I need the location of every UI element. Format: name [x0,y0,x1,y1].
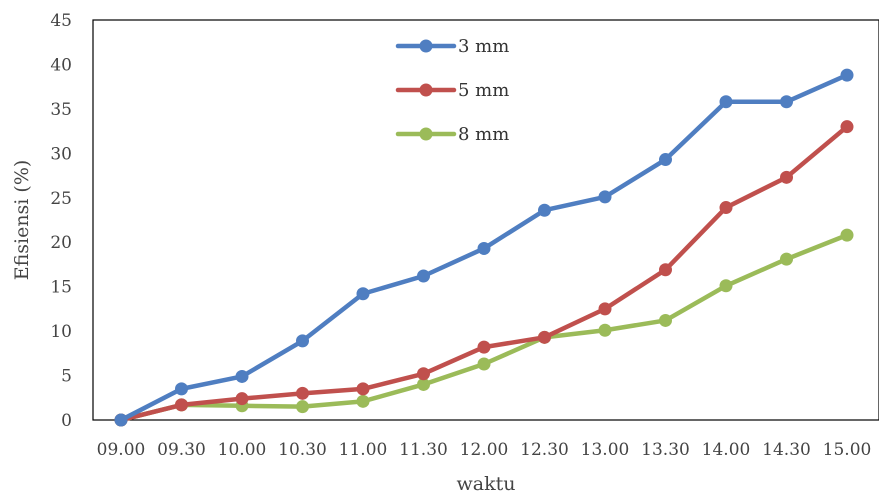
y-tick-label: 30 [50,144,72,164]
data-point [356,394,370,408]
data-point [840,228,854,242]
y-tick-label: 5 [61,367,72,387]
x-tick-label: 10.00 [218,440,267,460]
legend-item: 8 mm [395,124,509,145]
data-point [356,382,370,396]
x-axis-title: waktu [457,473,516,495]
x-tick-label: 14.00 [702,440,751,460]
y-tick-label: 15 [50,278,72,298]
data-point [659,313,672,327]
data-point [719,279,733,293]
data-point [538,330,551,344]
x-tick-label: 15.00 [823,440,872,460]
data-point [296,334,309,348]
data-point [296,386,309,400]
data-point [659,263,672,277]
y-tick-label: 0 [61,411,72,431]
x-axis: 09.00 09.30 10.00 10.30 11.00 11.30 12.00 12.30… [97,440,872,460]
data-point [235,392,249,406]
x-tick-label: 11.00 [339,440,388,460]
y-axis-title: Efisiensi (%) [11,160,33,281]
data-point [659,153,672,167]
plot-area [92,19,879,421]
data-point [417,269,430,283]
y-tick-label: 40 [50,55,72,75]
data-point [780,170,793,184]
data-point [719,95,733,109]
data-point [598,323,612,337]
y-tick-label: 45 [50,11,72,31]
legend-swatch-marker [419,39,433,53]
legend: 3 mm 5 mm 8 mm [395,36,509,145]
x-tick-label: 09.00 [97,440,146,460]
data-point [840,68,854,82]
data-point [175,382,188,396]
data-point [840,120,854,134]
x-tick-label: 10.30 [278,440,327,460]
x-tick-label: 14.30 [762,440,811,460]
x-tick-label: 12.00 [460,440,509,460]
y-tick-label: 35 [50,100,72,120]
x-tick-label: 12.30 [520,440,569,460]
legend-item: 5 mm [395,80,509,101]
data-point [538,203,551,217]
series-layer [114,68,854,427]
data-point [780,252,793,266]
data-point [356,287,370,301]
y-tick-label: 20 [50,233,72,253]
y-tick-label: 25 [50,189,72,209]
x-tick-label: 11.30 [399,440,448,460]
legend-label: 8 mm [458,124,509,145]
data-point [296,400,309,414]
data-point [598,302,612,316]
data-point [417,377,430,391]
data-point [417,367,430,381]
legend-label: 5 mm [458,80,509,101]
data-point [175,398,188,412]
data-point [780,95,793,109]
data-point [477,241,491,255]
legend-swatch-marker [419,83,433,97]
y-axis: 0 5 10 15 20 25 30 35 40 45 [50,11,72,431]
data-point [477,340,491,354]
data-point [719,201,733,215]
legend-swatch-marker [419,127,433,141]
y-tick-label: 10 [50,322,72,342]
data-point [598,190,612,204]
legend-label: 3 mm [458,36,509,57]
series-3-mm [114,68,854,427]
x-tick-label: 13.00 [581,440,630,460]
legend-item: 3 mm [395,36,509,57]
x-tick-label: 13.30 [641,440,690,460]
data-point [235,369,249,383]
x-tick-label: 09.30 [157,440,206,460]
data-point [114,413,128,427]
data-point [477,357,491,371]
